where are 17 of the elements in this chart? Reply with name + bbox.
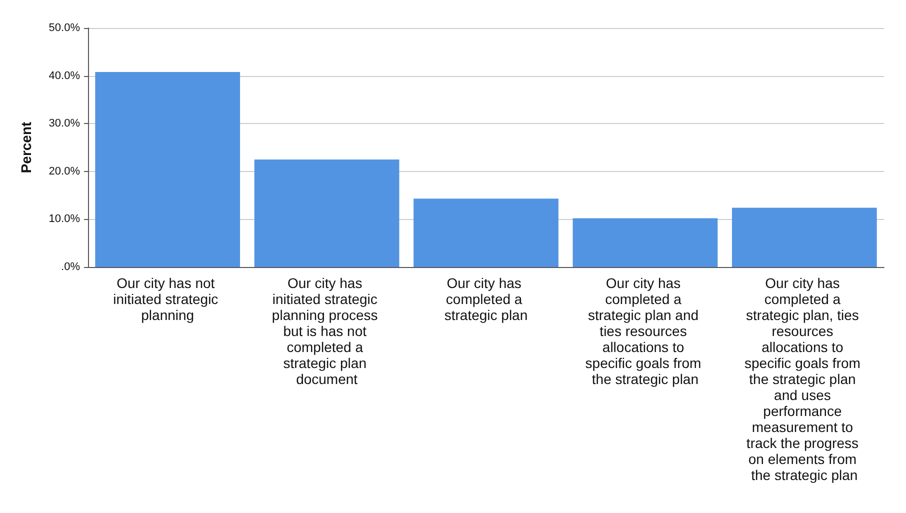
y-tick-label: .0% xyxy=(61,261,80,273)
x-tick-label: Our city has completed a strategic plan and ties resources allocations to specific goals from the strategic plan xyxy=(585,275,706,387)
x-tick-label: Our city has not initiated strategic planning xyxy=(113,275,222,323)
y-tick-label: 10.0% xyxy=(48,213,80,226)
bar xyxy=(732,208,877,267)
bar xyxy=(254,159,400,267)
y-tick-label: 30.0% xyxy=(48,118,80,130)
x-tick-label: Our city has completed a strategic plan xyxy=(444,275,528,323)
y-tick-label: 40.0% xyxy=(48,70,80,82)
category-label: Our city has completed a strategic plan, ties resources allocations to specific goals from the strategic plan and uses performance measurement to track the progress on elements from the strategic plan xyxy=(744,275,860,483)
y-axis-title: Percent xyxy=(18,121,34,174)
bar xyxy=(414,198,558,267)
y-tick-label: 50.0% xyxy=(48,22,80,34)
y-tick-label: 20.0% xyxy=(48,165,80,178)
bar xyxy=(572,218,718,267)
x-tick-label: Our city has initiated strategic planning process but is has not completed a strategic plan document xyxy=(272,275,382,387)
bar xyxy=(95,72,240,267)
